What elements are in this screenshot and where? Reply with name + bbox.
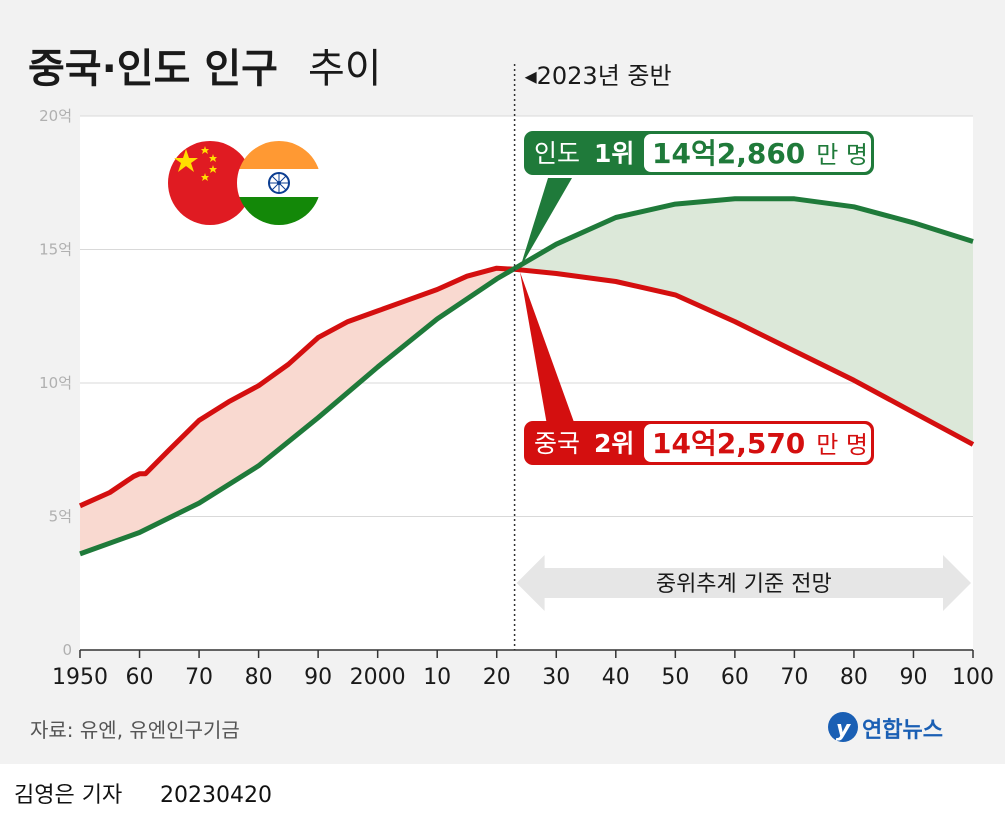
china-callout-unit: 만 명 [816, 431, 868, 459]
china-callout-pointer [520, 272, 575, 425]
china-callout-name: 중국 [534, 429, 580, 458]
india-callout-pointer [520, 178, 572, 268]
x-tick-label: 10 [423, 665, 451, 690]
source-note: 자료: 유엔, 유엔인구기금 [30, 718, 240, 742]
india-value-box [644, 134, 871, 172]
india-callout-value: 14억2,860 [652, 137, 805, 170]
series-line-china [78, 265, 975, 509]
y-tick-label: 0 [62, 641, 72, 659]
china-callout: 중국 2위 14억2,570 만 명 [520, 272, 874, 465]
byline-band [0, 764, 1005, 822]
india-callout: 인도 1위 14억2,860 만 명 [520, 131, 874, 268]
projection-arrow [516, 555, 971, 611]
svg-text:중국 2위: 중국 2위 [534, 429, 634, 458]
y-tick-label: 5억 [49, 508, 72, 526]
svg-text:14억2,570 만 명: 14억2,570 만 명 [652, 427, 868, 460]
india-callout-rank: 1위 [594, 139, 634, 168]
y-tick-label: 15억 [39, 241, 72, 259]
x-tick-label: 60 [721, 665, 749, 690]
series-line-india [79, 196, 974, 557]
x-tick-label: 90 [304, 665, 332, 690]
marker-label: ◂2023년 중반 [525, 62, 672, 90]
india-gap-area [514, 198, 973, 445]
svg-text:인도 1위: 인도 1위 [534, 139, 634, 168]
y-tick-label: 10억 [39, 374, 72, 392]
svg-text:y: y [836, 717, 852, 742]
x-tick-label: 50 [661, 665, 689, 690]
x-tick-label: 40 [602, 665, 630, 690]
chart-subtitle: 추이 [308, 46, 382, 92]
china-callout-rank: 2위 [594, 429, 634, 458]
x-axis: 1950 60 70 80 90 2000 10 20 30 40 50 60 70 80 90 100 [52, 650, 994, 690]
byline-author: 김영은 기자 [14, 783, 122, 808]
x-tick-label: 80 [245, 665, 273, 690]
logo-text: 연합뉴스 [862, 717, 943, 743]
x-tick-label: 2000 [350, 665, 406, 690]
projection-label: 중위추계 기준 전망 [656, 572, 832, 597]
byline-date: 20230420 [160, 783, 272, 808]
x-tick-label: 70 [780, 665, 808, 690]
yonhap-logo: y 연합뉴스 [828, 712, 943, 743]
svg-text:14억2,860 만 명: 14억2,860 만 명 [652, 137, 868, 170]
y-tick-label: 20억 [39, 107, 72, 125]
x-tick-label: 100 [952, 665, 994, 690]
india-callout-name: 인도 [534, 139, 580, 168]
x-tick-label: 70 [185, 665, 213, 690]
china-flag-icon [168, 141, 252, 225]
x-tick-label: 30 [542, 665, 570, 690]
chart-title: 중국·인도 인구 [28, 46, 278, 92]
india-callout-unit: 만 명 [816, 141, 868, 169]
china-gap-area [80, 268, 515, 554]
china-value-box [644, 424, 871, 462]
india-flag-icon [237, 141, 321, 225]
x-tick-label: 1950 [52, 665, 108, 690]
x-tick-label: 90 [899, 665, 927, 690]
china-callout-value: 14억2,570 [652, 427, 805, 460]
y-axis: 0 5억 10억 15억 20억 [39, 107, 72, 659]
x-tick-label: 80 [840, 665, 868, 690]
x-tick-label: 60 [126, 665, 154, 690]
x-tick-label: 20 [483, 665, 511, 690]
